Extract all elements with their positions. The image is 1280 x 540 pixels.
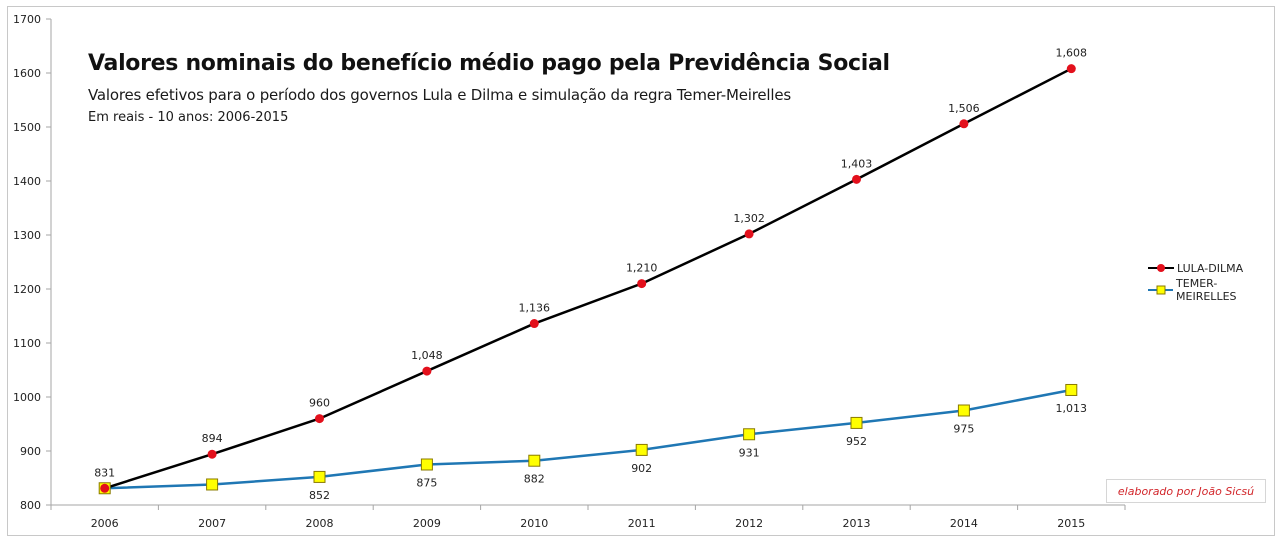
data-point-marker [959,119,969,129]
data-label: 894 [202,432,223,445]
data-label: 975 [953,423,974,436]
data-label: 852 [309,489,330,502]
data-point-marker [315,414,324,424]
chart-subtitle: Valores efetivos para o período dos gove… [88,86,791,104]
data-label: 1,048 [411,349,443,362]
chart-frame: 800 900 1000 1100 1200 1300 1400 1500 1600 1700 20… [7,6,1275,536]
y-tick-label: 1500 [13,121,41,134]
y-tick-label: 1000 [13,391,41,404]
data-point-marker [100,483,110,493]
legend-label: LULA-DILMA [1177,261,1244,275]
series-line-lula-dilma [104,67,1072,490]
data-point-marker [529,319,539,329]
legend-circle-marker-icon [1148,264,1174,272]
data-label: 1,403 [841,157,873,170]
data-label: 902 [631,462,652,475]
data-label: 831 [94,466,115,479]
x-tick-label: 2010 [520,517,548,530]
data-label: 1,210 [626,262,658,275]
data-point-marker [313,470,326,483]
data-point-marker [744,229,754,239]
data-point-marker [528,454,541,467]
x-tick-label: 2007 [198,517,226,530]
x-tick-label: 2013 [843,517,871,530]
data-label: 1,013 [1056,402,1088,415]
data-label: 1,608 [1056,47,1088,60]
author-credit: elaborado por João Sicsú [1106,479,1266,503]
y-tick-label: 1200 [13,283,41,296]
y-tick-label: 900 [20,445,41,458]
y-tick-label: 1400 [13,175,41,188]
data-point-marker [207,449,217,459]
y-tick-label: 1600 [13,67,41,80]
x-tick-label: 2008 [306,517,334,530]
data-point-marker [957,404,970,417]
legend-label: TEMER-MEIRELLES [1176,277,1237,303]
data-label: 1,302 [733,212,765,225]
chart-title: Valores nominais do benefício médio pago… [88,51,890,76]
data-point-marker [1066,64,1076,74]
data-label: 875 [416,477,437,490]
line-chart: 800 900 1000 1100 1200 1300 1400 1500 1600 1700 20… [13,13,1126,530]
data-point-marker [635,443,648,456]
legend-square-marker-icon [1148,285,1174,295]
x-tick-label: 2015 [1057,517,1085,530]
data-point-marker [852,174,861,184]
x-tick-label: 2009 [413,517,441,530]
data-point-marker [1065,383,1078,396]
data-label: 1,136 [519,302,551,315]
data-label: 960 [309,397,330,410]
x-tick-label: 2011 [628,517,656,530]
data-label: 952 [846,435,867,448]
x-tick-label: 2012 [735,517,763,530]
data-label: 1,506 [948,102,980,115]
y-tick-label: 1700 [13,13,41,26]
y-tick-label: 1100 [13,337,41,350]
x-tick-label: 2014 [950,517,978,530]
legend-item-temer-meirelles: TEMER-MEIRELLES [1148,277,1274,303]
legend: LULA-DILMA TEMER-MEIRELLES [1148,257,1274,303]
legend-item-lula-dilma: LULA-DILMA [1148,257,1274,279]
data-point-marker [637,279,647,289]
data-point-marker [206,478,219,491]
data-point-marker [850,416,863,429]
data-point-marker [743,428,756,441]
data-label: 882 [524,473,545,486]
series-line-temer-meirelles [104,388,1072,490]
y-tick-label: 800 [20,499,41,512]
y-tick-label: 1300 [13,229,41,242]
data-point-marker [422,366,432,376]
data-point-marker [420,458,433,471]
chart-units-note: Em reais - 10 anos: 2006-2015 [88,110,289,125]
x-tick-label: 2006 [91,517,119,530]
data-label: 931 [739,446,760,459]
